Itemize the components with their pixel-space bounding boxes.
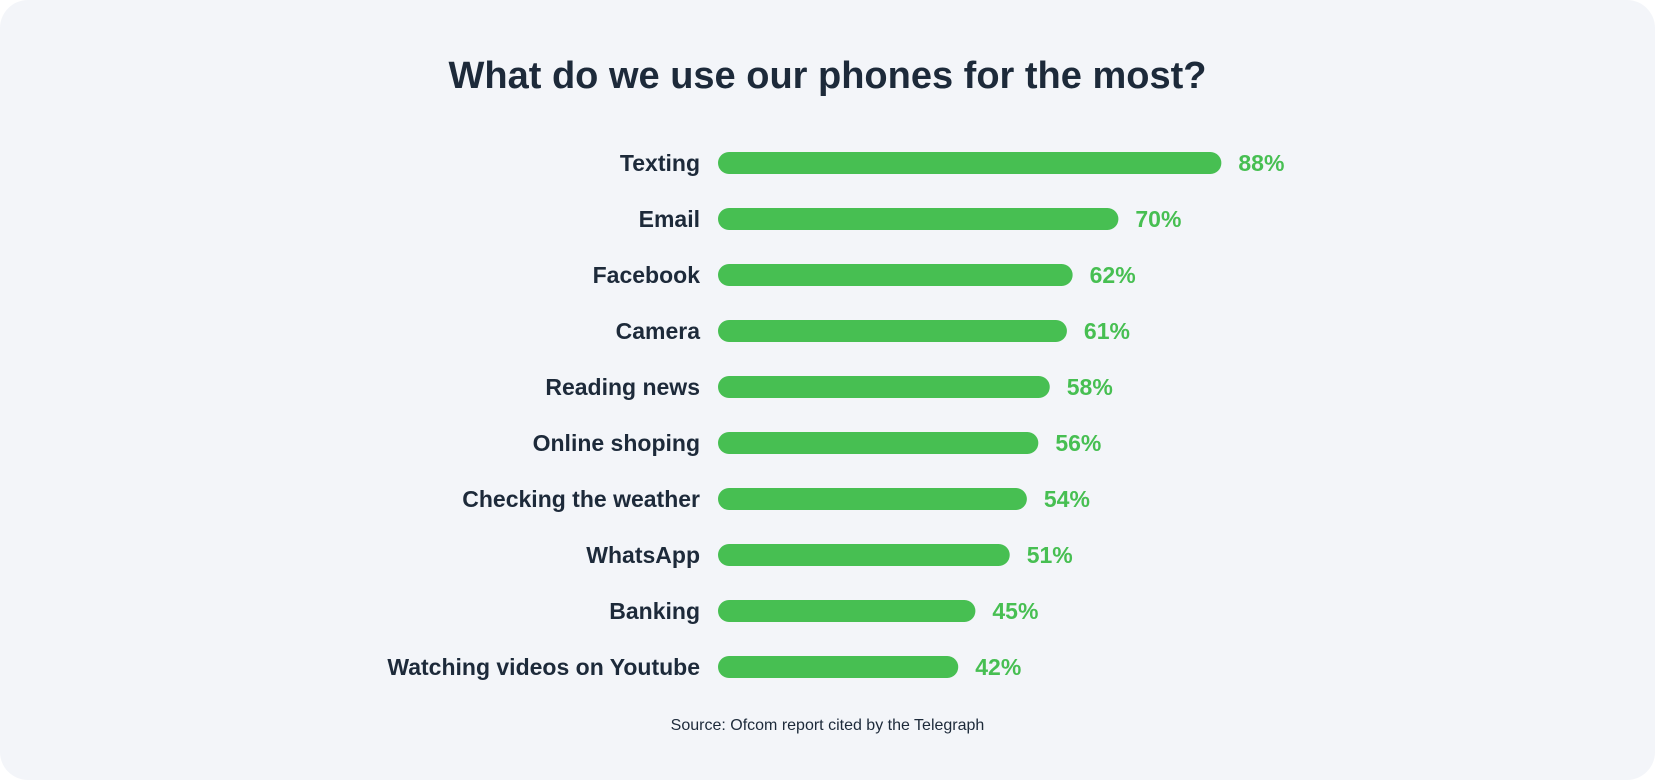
- bar: [718, 432, 1039, 454]
- bar: [718, 376, 1050, 398]
- chart-title: What do we use our phones for the most?: [448, 55, 1207, 97]
- bar: [718, 208, 1119, 230]
- category-label: Checking the weather: [462, 486, 700, 512]
- bar: [718, 656, 959, 678]
- category-label: WhatsApp: [586, 542, 700, 568]
- category-label: Online shoping: [533, 430, 700, 456]
- value-label: 56%: [1055, 430, 1101, 456]
- value-label: 88%: [1238, 150, 1284, 176]
- bar: [718, 488, 1027, 510]
- value-label: 51%: [1027, 542, 1073, 568]
- category-label: Banking: [609, 598, 700, 624]
- source-note: Source: Ofcom report cited by the Telegr…: [670, 717, 985, 734]
- bar: [718, 152, 1222, 174]
- category-label: Email: [639, 206, 700, 232]
- bar: [718, 544, 1010, 566]
- bar: [718, 320, 1067, 342]
- value-label: 58%: [1067, 374, 1113, 400]
- category-label: Facebook: [593, 262, 701, 288]
- category-label: Texting: [620, 150, 700, 176]
- category-label: Camera: [616, 318, 701, 344]
- bar: [718, 600, 976, 622]
- bar: [718, 264, 1073, 286]
- value-label: 62%: [1090, 262, 1136, 288]
- value-label: 42%: [975, 654, 1021, 680]
- value-label: 54%: [1044, 486, 1090, 512]
- value-label: 70%: [1135, 206, 1181, 232]
- value-label: 61%: [1084, 318, 1130, 344]
- value-label: 45%: [992, 598, 1038, 624]
- category-label: Watching videos on Youtube: [387, 654, 700, 680]
- category-label: Reading news: [545, 374, 700, 400]
